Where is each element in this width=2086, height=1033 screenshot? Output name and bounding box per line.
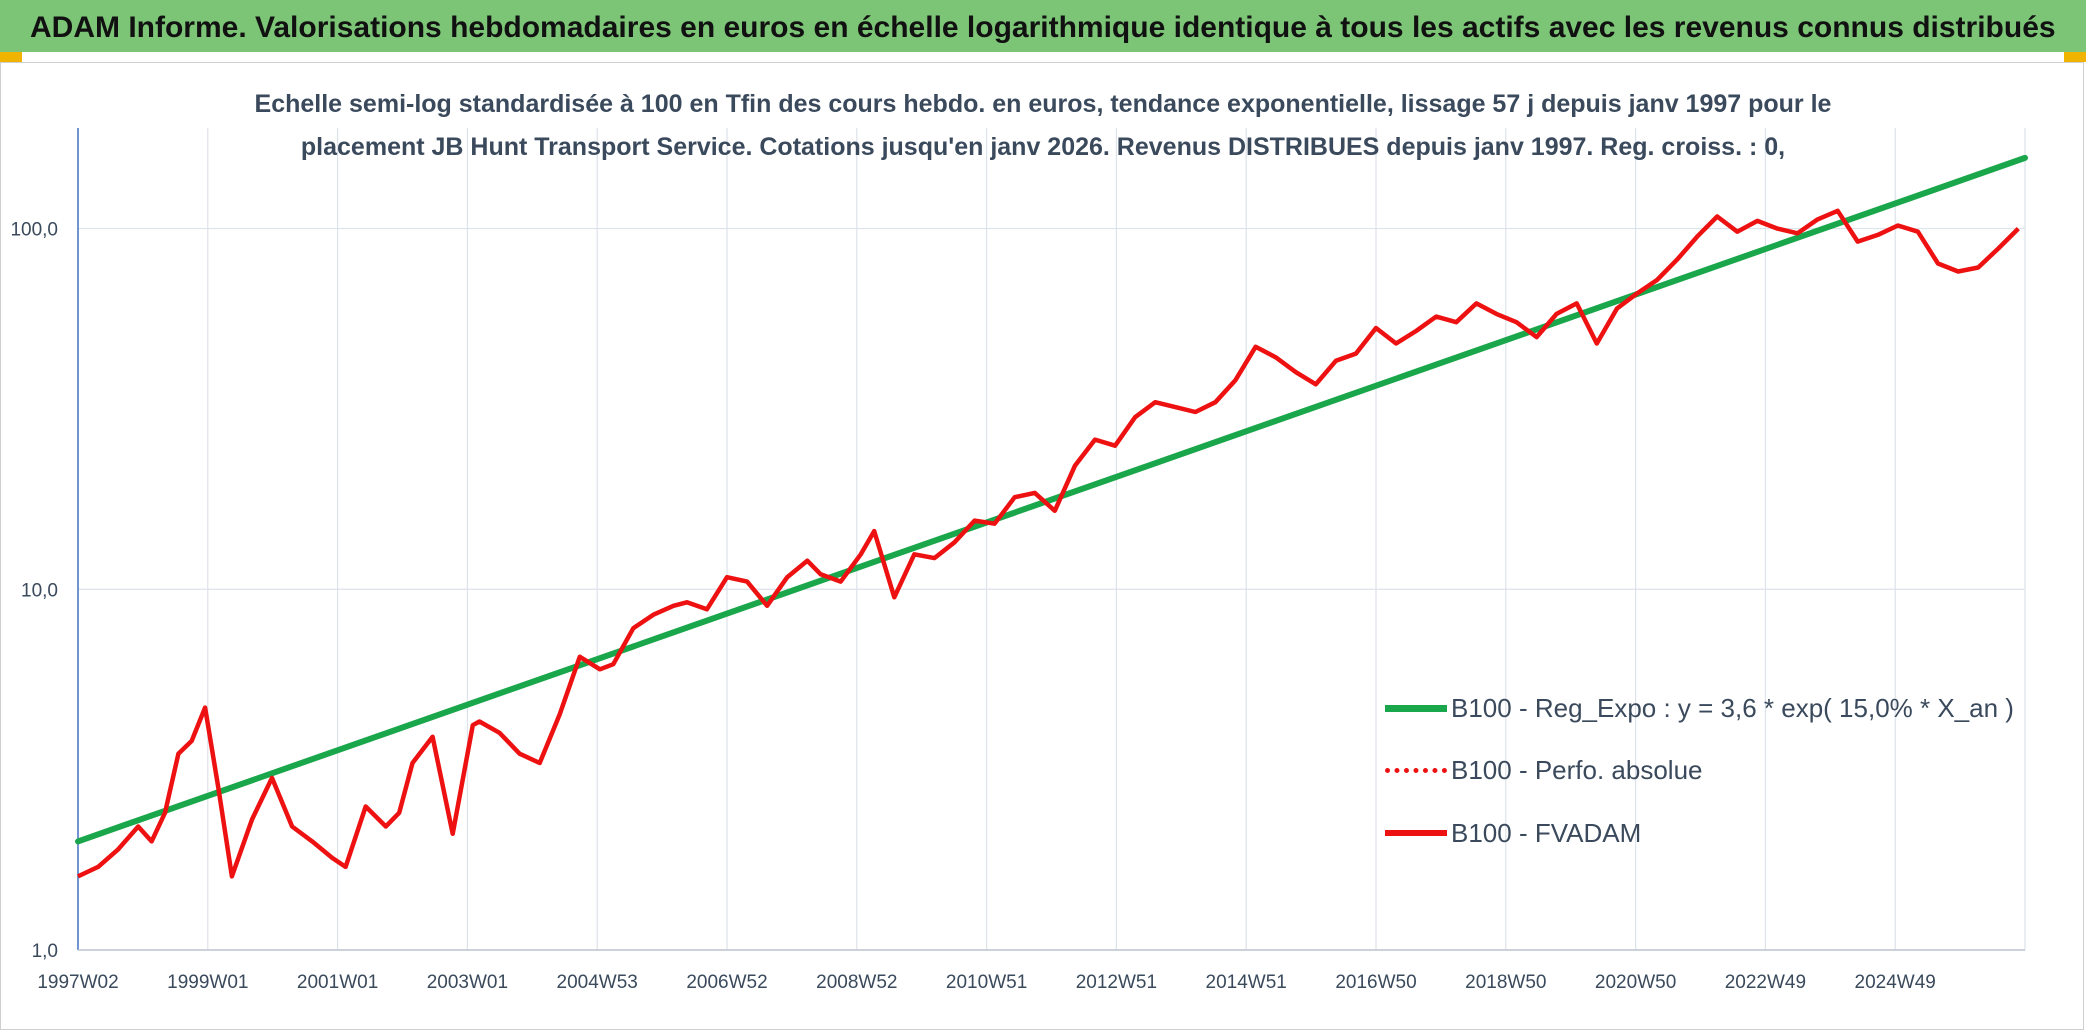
x-tick-label: 2014W51: [1206, 972, 1287, 993]
x-tick-label: 2001W01: [297, 972, 378, 993]
x-tick-label: 2004W53: [557, 972, 638, 993]
legend-item-absolute: B100 - Perfo. absolue: [1385, 752, 1703, 788]
x-tick-label: 2022W49: [1725, 972, 1806, 993]
x-tick-label: 2016W50: [1335, 972, 1416, 993]
chart-subtitle-line-2: placement JB Hunt Transport Service. Cot…: [300, 133, 1786, 161]
trend-line-series: [75, 154, 2028, 845]
x-tick-label: 1997W02: [37, 972, 118, 993]
fvadam-line-series: [77, 208, 2020, 879]
chart-frame: [0, 62, 2084, 1030]
legend-swatch-absolute: [1385, 767, 1447, 773]
x-tick-label: 2008W52: [816, 972, 897, 993]
x-tick-label: 2006W52: [686, 972, 767, 993]
corner-marker-right: [2064, 52, 2086, 62]
corner-marker-left: [0, 52, 22, 62]
legend-item-trend: B100 - Reg_Expo : y = 3,6 * exp( 15,0% *…: [1385, 690, 2014, 726]
x-tick-label: 2010W51: [946, 972, 1027, 993]
chart-subtitle-line-1: Echelle semi-log standardisée à 100 en T…: [254, 90, 1832, 118]
report-header: ADAM Informe. Valorisations hebdomadaire…: [0, 0, 2086, 52]
legend-item-fvadam: B100 - FVADAM: [1385, 815, 1641, 851]
legend-label-trend: B100 - Reg_Expo : y = 3,6 * exp( 15,0% *…: [1451, 692, 2014, 723]
legend-swatch-fvadam: [1385, 830, 1447, 836]
report-title: ADAM Informe. Valorisations hebdomadaire…: [30, 11, 2056, 44]
x-tick-label: 2003W01: [427, 972, 508, 993]
x-tick-label: 2024W49: [1855, 972, 1936, 993]
legend-label-fvadam: B100 - FVADAM: [1451, 817, 1642, 848]
y-tick-label: 10,0: [21, 580, 58, 601]
x-tick-label: 2020W50: [1595, 972, 1676, 993]
x-tick-label: 1999W01: [167, 972, 248, 993]
legend-label-absolute: B100 - Perfo. absolue: [1451, 754, 1703, 785]
x-tick-label: 2012W51: [1076, 972, 1157, 993]
x-tick-label: 2018W50: [1465, 972, 1546, 993]
legend-swatch-trend: [1385, 704, 1447, 712]
y-tick-label: 100,0: [10, 220, 58, 241]
y-tick-label: 1,0: [32, 941, 58, 962]
